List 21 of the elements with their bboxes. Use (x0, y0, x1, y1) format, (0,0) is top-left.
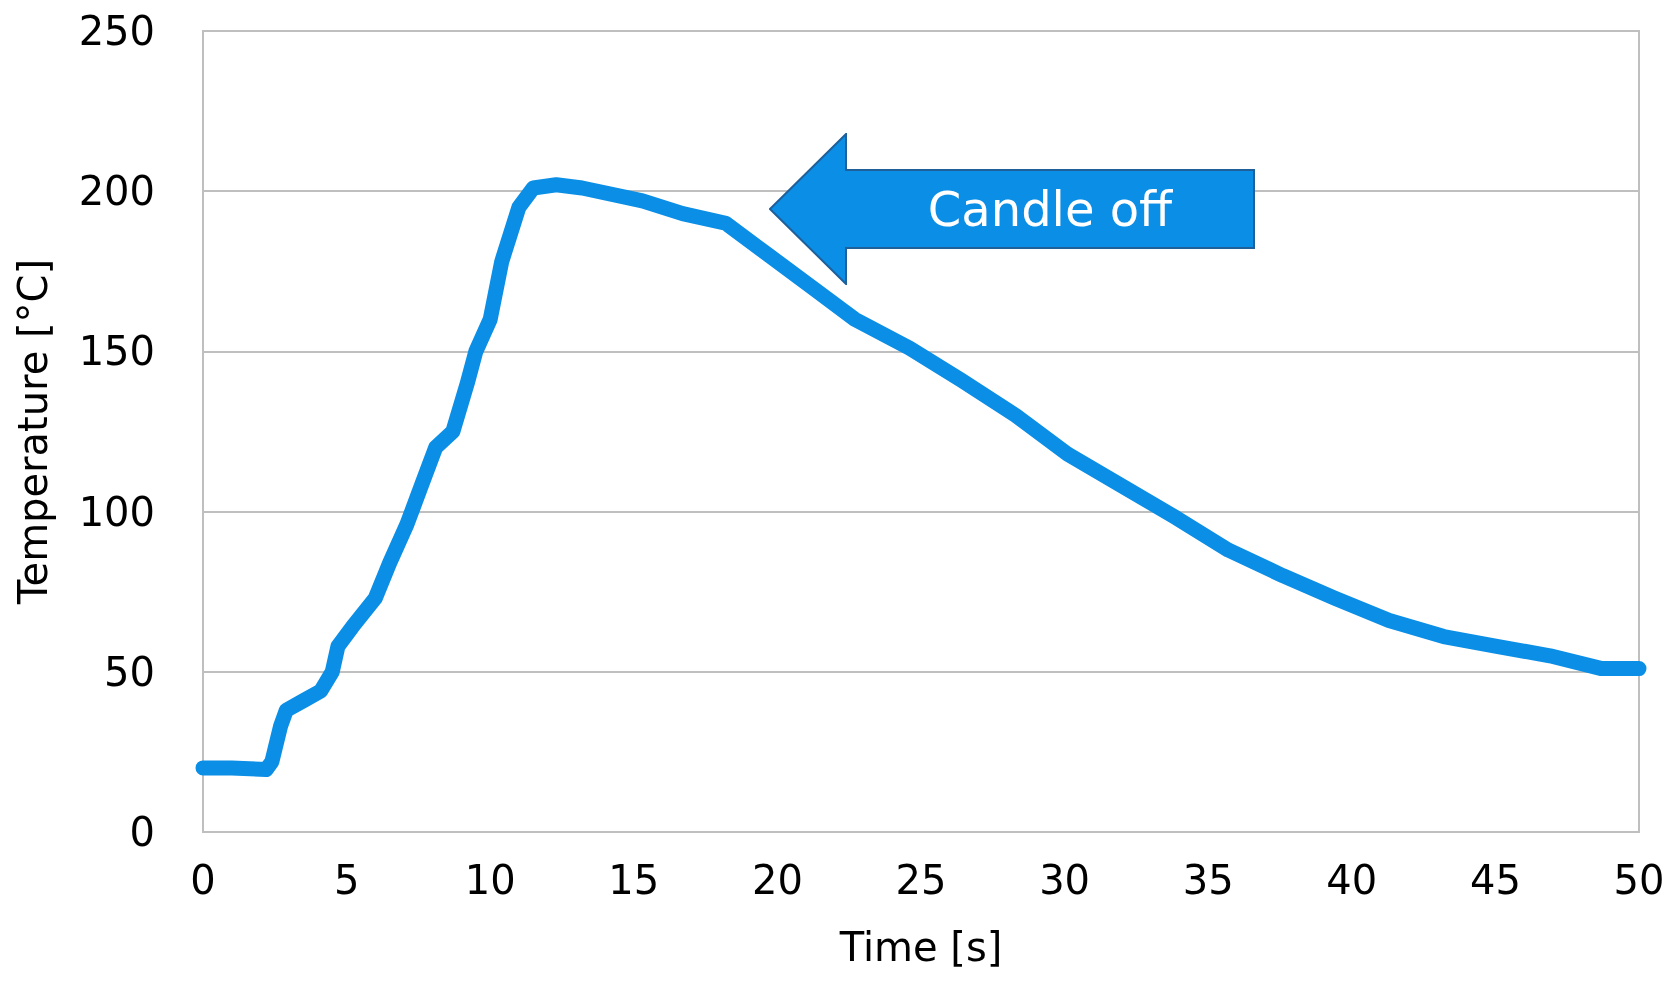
x-tick-label: 50 (1613, 857, 1665, 903)
y-tick-label: 250 (78, 8, 155, 54)
x-tick-label: 45 (1469, 857, 1521, 903)
y-tick-label: 50 (104, 648, 155, 695)
y-tick-label: 200 (78, 168, 155, 215)
y-tick-label: 0 (129, 809, 155, 855)
arrow-callout: Candle off (769, 133, 1256, 285)
x-tick-label: 25 (895, 857, 947, 903)
y-tick-label: 100 (78, 488, 155, 535)
x-tick-label: 20 (751, 857, 803, 903)
x-tick-label: 15 (608, 857, 660, 903)
annotation: Candle off (926, 180, 1174, 239)
x-tick-label: 10 (464, 857, 516, 903)
y-axis-title: Temperature [°C] (10, 258, 56, 606)
x-tick-label: 5 (333, 857, 360, 903)
x-tick-label: 0 (190, 857, 216, 903)
x-tick-label: 30 (1039, 857, 1091, 903)
x-tick-label: 35 (1182, 857, 1234, 903)
x-axis-title: Time [s] (838, 924, 1003, 970)
x-tick-label: 40 (1326, 857, 1378, 903)
y-tick-label: 150 (78, 328, 155, 375)
